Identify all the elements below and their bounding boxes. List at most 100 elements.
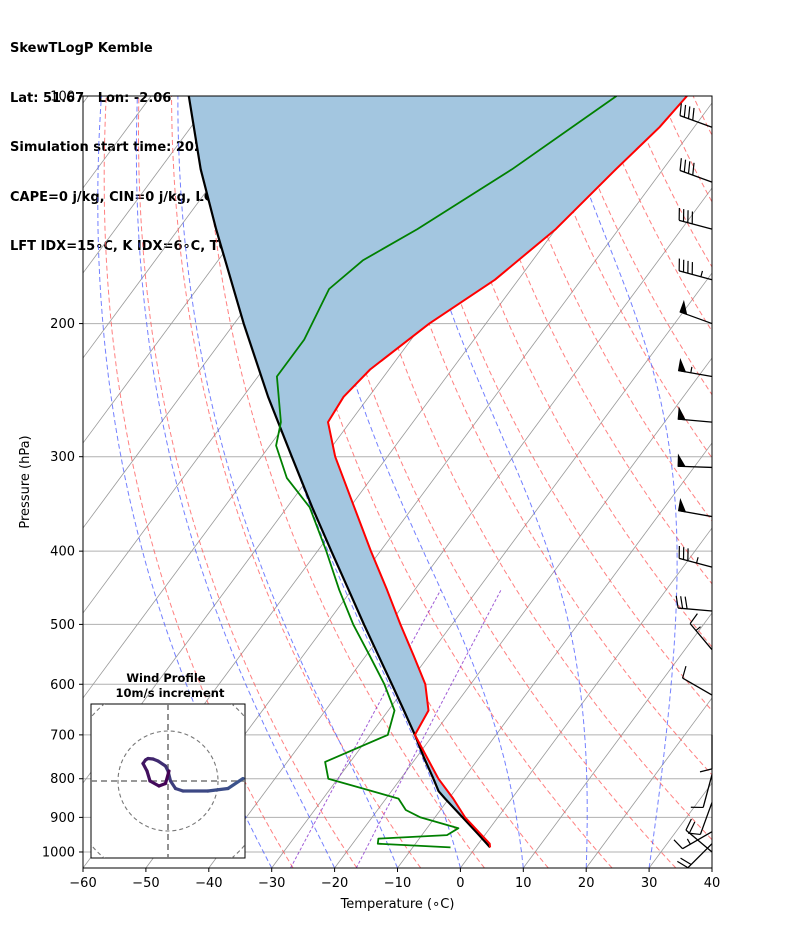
wind-barb-flag xyxy=(687,161,691,174)
wind-barb xyxy=(685,829,713,853)
isotherm xyxy=(83,96,89,104)
wind-barb xyxy=(678,270,713,281)
y-tick-label: 300 xyxy=(50,450,75,465)
wind-barbs xyxy=(673,103,713,869)
hodograph-trace-segment xyxy=(226,776,245,791)
wind-barb-half xyxy=(700,270,704,277)
x-tick-label: −10 xyxy=(384,876,411,891)
wind-barb xyxy=(678,607,713,612)
wind-barb xyxy=(699,802,713,835)
wind-barb-half xyxy=(695,626,701,631)
dry-adiabat xyxy=(660,96,712,203)
parcel-profile-line xyxy=(187,96,491,849)
isotherm xyxy=(83,96,278,359)
hodograph-title: Wind Profile xyxy=(126,671,206,685)
y-tick-label: 700 xyxy=(50,728,75,743)
isotherm xyxy=(397,442,712,868)
x-tick-label: −30 xyxy=(258,876,285,891)
y-tick-label: 600 xyxy=(50,678,75,693)
wind-barb-flag xyxy=(685,818,692,831)
wind-barb-flag xyxy=(679,103,682,116)
dry-adiabat xyxy=(562,96,712,396)
x-tick-label: 20 xyxy=(578,876,595,891)
wind-barb xyxy=(702,774,713,808)
wind-barb-half xyxy=(695,557,699,564)
wind-barb-pennant xyxy=(677,498,687,513)
wind-barb-flag xyxy=(689,613,698,624)
axis-ticks: −60 −50 −40 −30 −20 −10 0 10 20 30 40 100 200 300 400 5… xyxy=(42,90,720,892)
wind-barb-pennant xyxy=(677,453,686,468)
wind-barb-flag xyxy=(683,104,687,118)
moist-adiabat xyxy=(292,96,524,868)
x-tick-label: −20 xyxy=(321,876,348,891)
cin-shaded-area xyxy=(188,96,688,848)
dry-adiabat xyxy=(758,96,794,868)
hodograph-trace-segment xyxy=(163,769,171,786)
dry-adiabat xyxy=(399,96,712,712)
isotherm xyxy=(711,867,712,868)
mixing-ratio-line xyxy=(355,589,502,868)
isotherm xyxy=(648,782,712,868)
wind-barb-flag xyxy=(684,596,688,609)
dry-adiabat xyxy=(692,96,712,137)
dry-adiabat xyxy=(431,96,712,648)
temperature-line xyxy=(327,96,688,848)
wind-barb-flag xyxy=(677,860,689,869)
profile-lines xyxy=(187,96,688,849)
wind-barb-flag xyxy=(692,162,695,176)
wind-barb-pennant xyxy=(677,358,687,373)
wind-barb-flag xyxy=(680,596,684,609)
wind-barb xyxy=(682,677,713,696)
wind-barb-flag xyxy=(699,768,713,773)
wind-barb-half xyxy=(690,366,693,373)
wind-barb xyxy=(678,219,713,230)
x-tick-label: −60 xyxy=(69,876,96,891)
chart-title-location: Lat: 51.67 Lon: -2.06 xyxy=(10,90,172,106)
dry-adiabat xyxy=(138,96,358,868)
moist-adiabat xyxy=(135,96,336,868)
dry-adiabat xyxy=(334,96,712,841)
x-tick-label: −40 xyxy=(195,876,222,891)
y-tick-label: 800 xyxy=(50,772,75,787)
chart-title-station: SkewTLogP Kemble xyxy=(10,41,153,56)
y-tick-label: 200 xyxy=(50,317,75,332)
isotherm xyxy=(271,272,712,868)
y-tick-label: 500 xyxy=(50,618,75,633)
isotherm xyxy=(83,96,215,274)
y-axis-label: Pressure (hPa) xyxy=(18,435,33,528)
wind-barb-flag xyxy=(692,107,695,121)
dry-adiabat xyxy=(497,96,712,522)
x-axis-label: Temperature (∘C) xyxy=(340,897,455,912)
moist-adiabat xyxy=(391,96,588,868)
wind-barb xyxy=(689,623,713,651)
dry-adiabat xyxy=(203,96,485,868)
y-tick-label: 400 xyxy=(50,545,75,560)
x-tick-label: 10 xyxy=(515,876,532,891)
x-tick-label: 40 xyxy=(704,876,721,891)
dry-adiabat xyxy=(627,96,712,268)
dewpoint-line xyxy=(275,96,618,849)
wind-barb-flag xyxy=(675,595,679,609)
wind-barb xyxy=(678,557,713,568)
wind-barb-flag xyxy=(683,159,687,173)
wind-barb-pennant xyxy=(679,299,688,316)
hodograph-trace-segment xyxy=(206,786,230,793)
wind-barb xyxy=(679,115,713,128)
parcel-shading xyxy=(188,96,688,848)
hodograph-trace-segment xyxy=(148,779,161,788)
hodograph-subtitle: 10m/s increment xyxy=(116,686,225,700)
wind-barb-flag xyxy=(680,857,692,866)
dry-adiabat xyxy=(301,96,677,868)
isotherm xyxy=(460,527,712,868)
hodograph-trace-segment xyxy=(145,769,152,783)
wind-barb xyxy=(679,169,713,183)
moist-adiabat xyxy=(177,96,398,868)
wind-barb-flag xyxy=(688,821,696,834)
x-tick-label: 0 xyxy=(456,876,464,891)
y-tick-label: 1000 xyxy=(42,845,75,860)
wind-barb-pennant xyxy=(677,406,686,421)
moist-adiabat xyxy=(711,865,712,868)
wind-barb-half xyxy=(686,838,691,845)
wind-barb-flag xyxy=(681,665,687,679)
